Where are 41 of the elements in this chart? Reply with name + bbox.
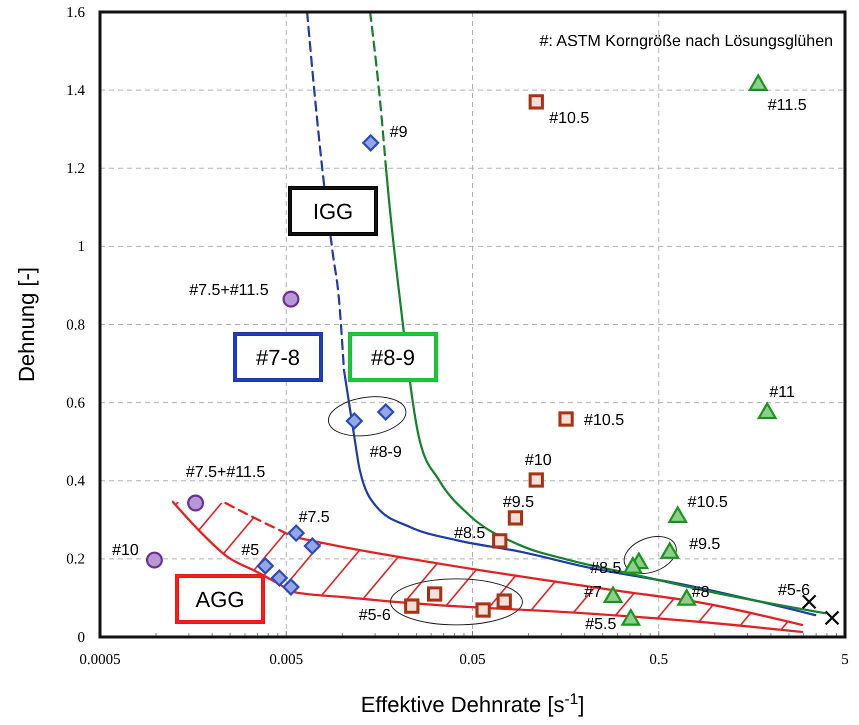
annotation: #8-9 [370,344,416,370]
y-tick-label: 0 [78,630,85,646]
y-tick-label: 1.2 [66,161,85,178]
x-tick-label: 0.05 [459,652,486,668]
annotation: #5-6 [358,606,391,624]
y-tick-label: 1.4 [66,82,86,99]
x-tick-label: 5 [841,652,849,668]
annotation: #9.5 [502,493,534,510]
annotation: #9.5 [689,536,720,553]
annotation: #10 [524,451,552,468]
annotation: #10.5 [688,494,728,511]
x-tick-label: 0.0005 [79,652,121,668]
annotation: #7.5+#11.5 [189,282,269,299]
annotation: #7.5+#11.5 [186,464,266,481]
annotation: IGG [312,198,354,224]
annotation: #10 [112,542,139,559]
x-tick-label: 0.005 [269,652,304,668]
annotation: #8.5 [454,524,486,542]
annotation: AGG [196,586,244,612]
y-tick-label: 1.6 [66,4,86,21]
y-tick-label: 0.4 [66,474,86,490]
annotation: #11 [769,384,796,401]
annotation: #11.5 [768,96,807,114]
annotation: #5.5 [585,615,616,632]
annotation: #8.5 [590,559,622,576]
annotation: #10.5 [584,412,624,429]
y-tick-label: 0.2 [66,552,85,568]
annotation: #: ASTM Korngröße nach Lösungsglühen [539,33,833,50]
annotation: #9 [390,123,408,140]
annotation: #5-6 [778,581,810,598]
annotation: #8-9 [370,444,402,460]
annotation: #7.5 [298,508,330,526]
annotation: #7-8 [256,344,300,370]
y-axis-title: Dehnung [-] [14,267,39,382]
y-tick-label: 1 [78,239,85,256]
annotation: #5 [241,541,260,558]
annotation: #10.5 [549,109,590,126]
x-axis-title: Effektive Dehnrate [s$^{-1}$] [360,690,584,717]
x-tick-label: 0.5 [649,652,668,668]
y-tick-label: 0.6 [66,395,86,412]
y-tick-label: 0.8 [66,317,85,334]
